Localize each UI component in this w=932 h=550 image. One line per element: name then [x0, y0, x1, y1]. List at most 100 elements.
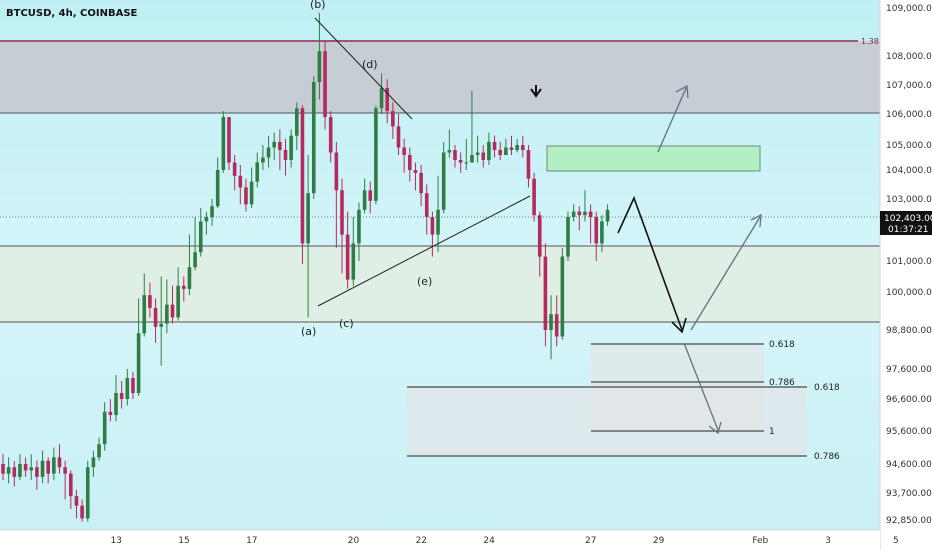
candle-down[interactable] — [283, 150, 288, 160]
candle-up[interactable] — [311, 82, 316, 194]
candle-up[interactable] — [114, 393, 118, 415]
candle-down[interactable] — [537, 215, 542, 257]
candle-up[interactable] — [176, 285, 180, 318]
candle-up[interactable] — [249, 181, 254, 205]
candle-up[interactable] — [165, 304, 169, 324]
candle-down[interactable] — [402, 147, 406, 156]
candle-up[interactable] — [102, 411, 107, 445]
candle-up[interactable] — [583, 211, 587, 216]
candle-up[interactable] — [125, 378, 130, 399]
candle-up[interactable] — [566, 217, 570, 257]
candle-up[interactable] — [97, 444, 101, 458]
candle-down[interactable] — [170, 304, 175, 318]
candle-down[interactable] — [498, 150, 502, 155]
candle-down[interactable] — [543, 256, 548, 330]
candle-up[interactable] — [447, 150, 452, 153]
candle-down[interactable] — [430, 217, 435, 235]
candle-down[interactable] — [577, 211, 582, 216]
candle-down[interactable] — [368, 190, 373, 201]
candle-down[interactable] — [509, 147, 514, 151]
candle-down[interactable] — [458, 160, 463, 163]
candle-down[interactable] — [554, 314, 559, 337]
candle-up[interactable] — [379, 87, 384, 109]
candle-down[interactable] — [413, 170, 418, 173]
candle-up[interactable] — [272, 141, 276, 148]
candle-up[interactable] — [193, 252, 197, 268]
candle-up[interactable] — [475, 152, 480, 156]
candle-up[interactable] — [605, 209, 610, 222]
candle-down[interactable] — [63, 467, 67, 474]
candle-down[interactable] — [74, 496, 79, 506]
candle-up[interactable] — [317, 51, 322, 83]
candle-down[interactable] — [46, 460, 50, 474]
candle-up[interactable] — [374, 108, 378, 201]
candle-down[interactable] — [153, 307, 158, 327]
candle-up[interactable] — [85, 467, 90, 519]
candle-down[interactable] — [238, 175, 243, 188]
candle-down[interactable] — [35, 467, 39, 477]
candle-down[interactable] — [424, 193, 429, 217]
candle-up[interactable] — [142, 295, 147, 334]
candle-down[interactable] — [23, 464, 28, 471]
candle-up[interactable] — [504, 147, 508, 156]
candle-down[interactable] — [69, 473, 73, 497]
candle-up[interactable] — [221, 117, 226, 170]
candle-down[interactable] — [323, 51, 327, 118]
candle-up[interactable] — [441, 152, 446, 210]
candle-down[interactable] — [131, 378, 135, 393]
candle-down[interactable] — [182, 285, 186, 289]
candle-up[interactable] — [306, 193, 310, 244]
candle-down[interactable] — [57, 457, 62, 468]
candle-up[interactable] — [29, 467, 34, 471]
candle-down[interactable] — [419, 172, 423, 194]
candle-up[interactable] — [136, 333, 141, 393]
candle-down[interactable] — [340, 190, 344, 235]
candle-down[interactable] — [521, 145, 525, 150]
candle-down[interactable] — [391, 111, 395, 127]
candle-up[interactable] — [6, 467, 11, 474]
candle-up[interactable] — [210, 206, 214, 217]
candle-up[interactable] — [549, 314, 553, 330]
price-axis[interactable] — [880, 0, 932, 550]
candle-down[interactable] — [334, 152, 339, 191]
candle-down[interactable] — [453, 150, 457, 160]
candle-up[interactable] — [351, 243, 356, 280]
candle-up[interactable] — [18, 464, 22, 477]
candle-down[interactable] — [408, 155, 412, 170]
candle-down[interactable] — [492, 141, 497, 150]
candle-up[interactable] — [362, 190, 367, 210]
candle-down[interactable] — [232, 162, 237, 176]
candle-up[interactable] — [357, 209, 361, 244]
candle-down[interactable] — [588, 211, 593, 217]
candle-up[interactable] — [198, 221, 203, 253]
candle-down[interactable] — [532, 178, 536, 216]
candle-down[interactable] — [345, 234, 350, 280]
candle-up[interactable] — [436, 209, 440, 235]
candle-up[interactable] — [470, 155, 474, 163]
candle-up[interactable] — [571, 211, 576, 217]
candle-up[interactable] — [464, 162, 469, 164]
candle-up[interactable] — [159, 323, 163, 327]
time-axis[interactable] — [0, 530, 880, 550]
candle-down[interactable] — [396, 126, 401, 148]
candle-down[interactable] — [385, 87, 389, 112]
candle-up[interactable] — [52, 457, 56, 474]
candle-down[interactable] — [148, 295, 152, 308]
candle-up[interactable] — [91, 457, 96, 468]
candle-down[interactable] — [12, 467, 17, 477]
candle-up[interactable] — [204, 217, 209, 222]
candle-up[interactable] — [266, 147, 271, 158]
candle-up[interactable] — [295, 108, 299, 136]
candle-down[interactable] — [80, 505, 84, 519]
candle-up[interactable] — [487, 141, 491, 160]
candle-down[interactable] — [119, 393, 124, 399]
candle-down[interactable] — [526, 150, 531, 179]
candle-down[interactable] — [108, 411, 113, 415]
candle-down[interactable] — [300, 108, 305, 244]
candle-up[interactable] — [187, 267, 192, 289]
candle-down[interactable] — [278, 141, 282, 150]
candle-up[interactable] — [215, 170, 220, 207]
candle-down[interactable] — [244, 187, 248, 205]
candle-down[interactable] — [1, 464, 5, 474]
